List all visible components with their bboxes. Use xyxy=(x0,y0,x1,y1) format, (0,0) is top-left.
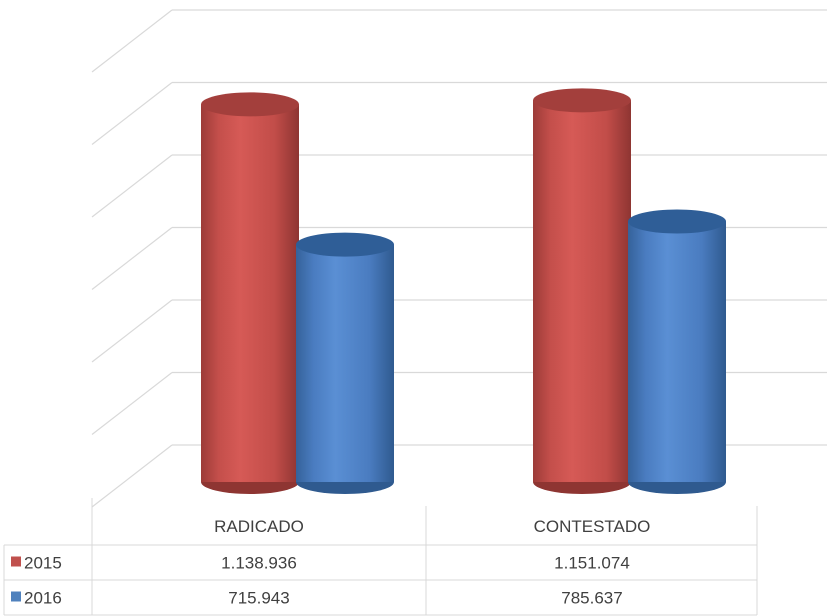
category-label: CONTESTADO xyxy=(534,517,651,536)
data-value: 1.151.074 xyxy=(554,554,630,573)
bar-radicado-2016 xyxy=(296,232,394,494)
data-value: 785.637 xyxy=(561,589,622,608)
gridline-side xyxy=(91,154,173,218)
bar-top xyxy=(533,88,631,113)
legend-key-2016 xyxy=(11,591,21,602)
bars xyxy=(201,88,726,494)
legend-label-2015: 2015 xyxy=(24,554,62,573)
data-value: 1.138.936 xyxy=(221,554,297,573)
bar-body xyxy=(628,221,726,482)
gridline-side xyxy=(91,82,173,145)
bar-top xyxy=(201,92,299,117)
data-value: 715.943 xyxy=(228,589,289,608)
gridline-side xyxy=(91,227,173,290)
bar-body xyxy=(533,100,631,483)
bar-contestado-2015 xyxy=(533,88,631,494)
data-table: RADICADO CONTESTADO 2015 1.138.936 1.151.074… xyxy=(3,498,758,616)
legend-label-2016: 2016 xyxy=(24,589,62,608)
gridline-side xyxy=(91,299,173,363)
bar-top xyxy=(628,209,726,234)
bar-top xyxy=(296,232,394,257)
gridline-side xyxy=(91,9,173,73)
bar-body xyxy=(201,104,299,483)
category-label: RADICADO xyxy=(214,517,304,536)
bar-body xyxy=(296,244,394,482)
gridline-side xyxy=(91,444,173,508)
bar-contestado-2016 xyxy=(628,209,726,494)
bar-radicado-2015 xyxy=(201,92,299,494)
legend-key-2015 xyxy=(11,556,21,567)
gridline-side xyxy=(91,372,173,435)
